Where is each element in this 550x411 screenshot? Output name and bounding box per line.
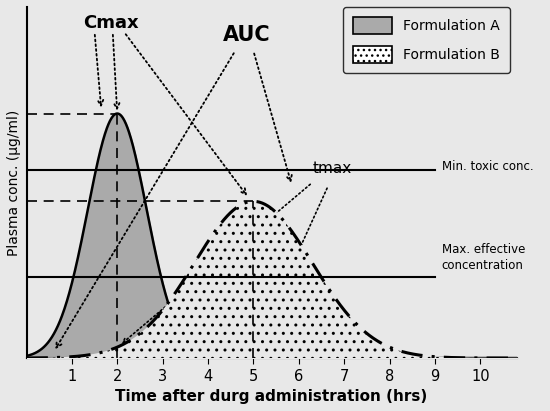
Text: AUC: AUC — [223, 25, 271, 44]
X-axis label: Time after durg administration (hrs): Time after durg administration (hrs) — [116, 389, 428, 404]
Y-axis label: Plasma conc. (μg/ml): Plasma conc. (μg/ml) — [7, 109, 21, 256]
Text: Min. toxic conc.: Min. toxic conc. — [442, 160, 534, 173]
Text: Max. effective
concentration: Max. effective concentration — [442, 243, 525, 272]
Text: Cmax: Cmax — [82, 14, 138, 32]
Legend: Formulation A, Formulation B: Formulation A, Formulation B — [343, 7, 510, 73]
Text: tmax: tmax — [312, 161, 351, 176]
